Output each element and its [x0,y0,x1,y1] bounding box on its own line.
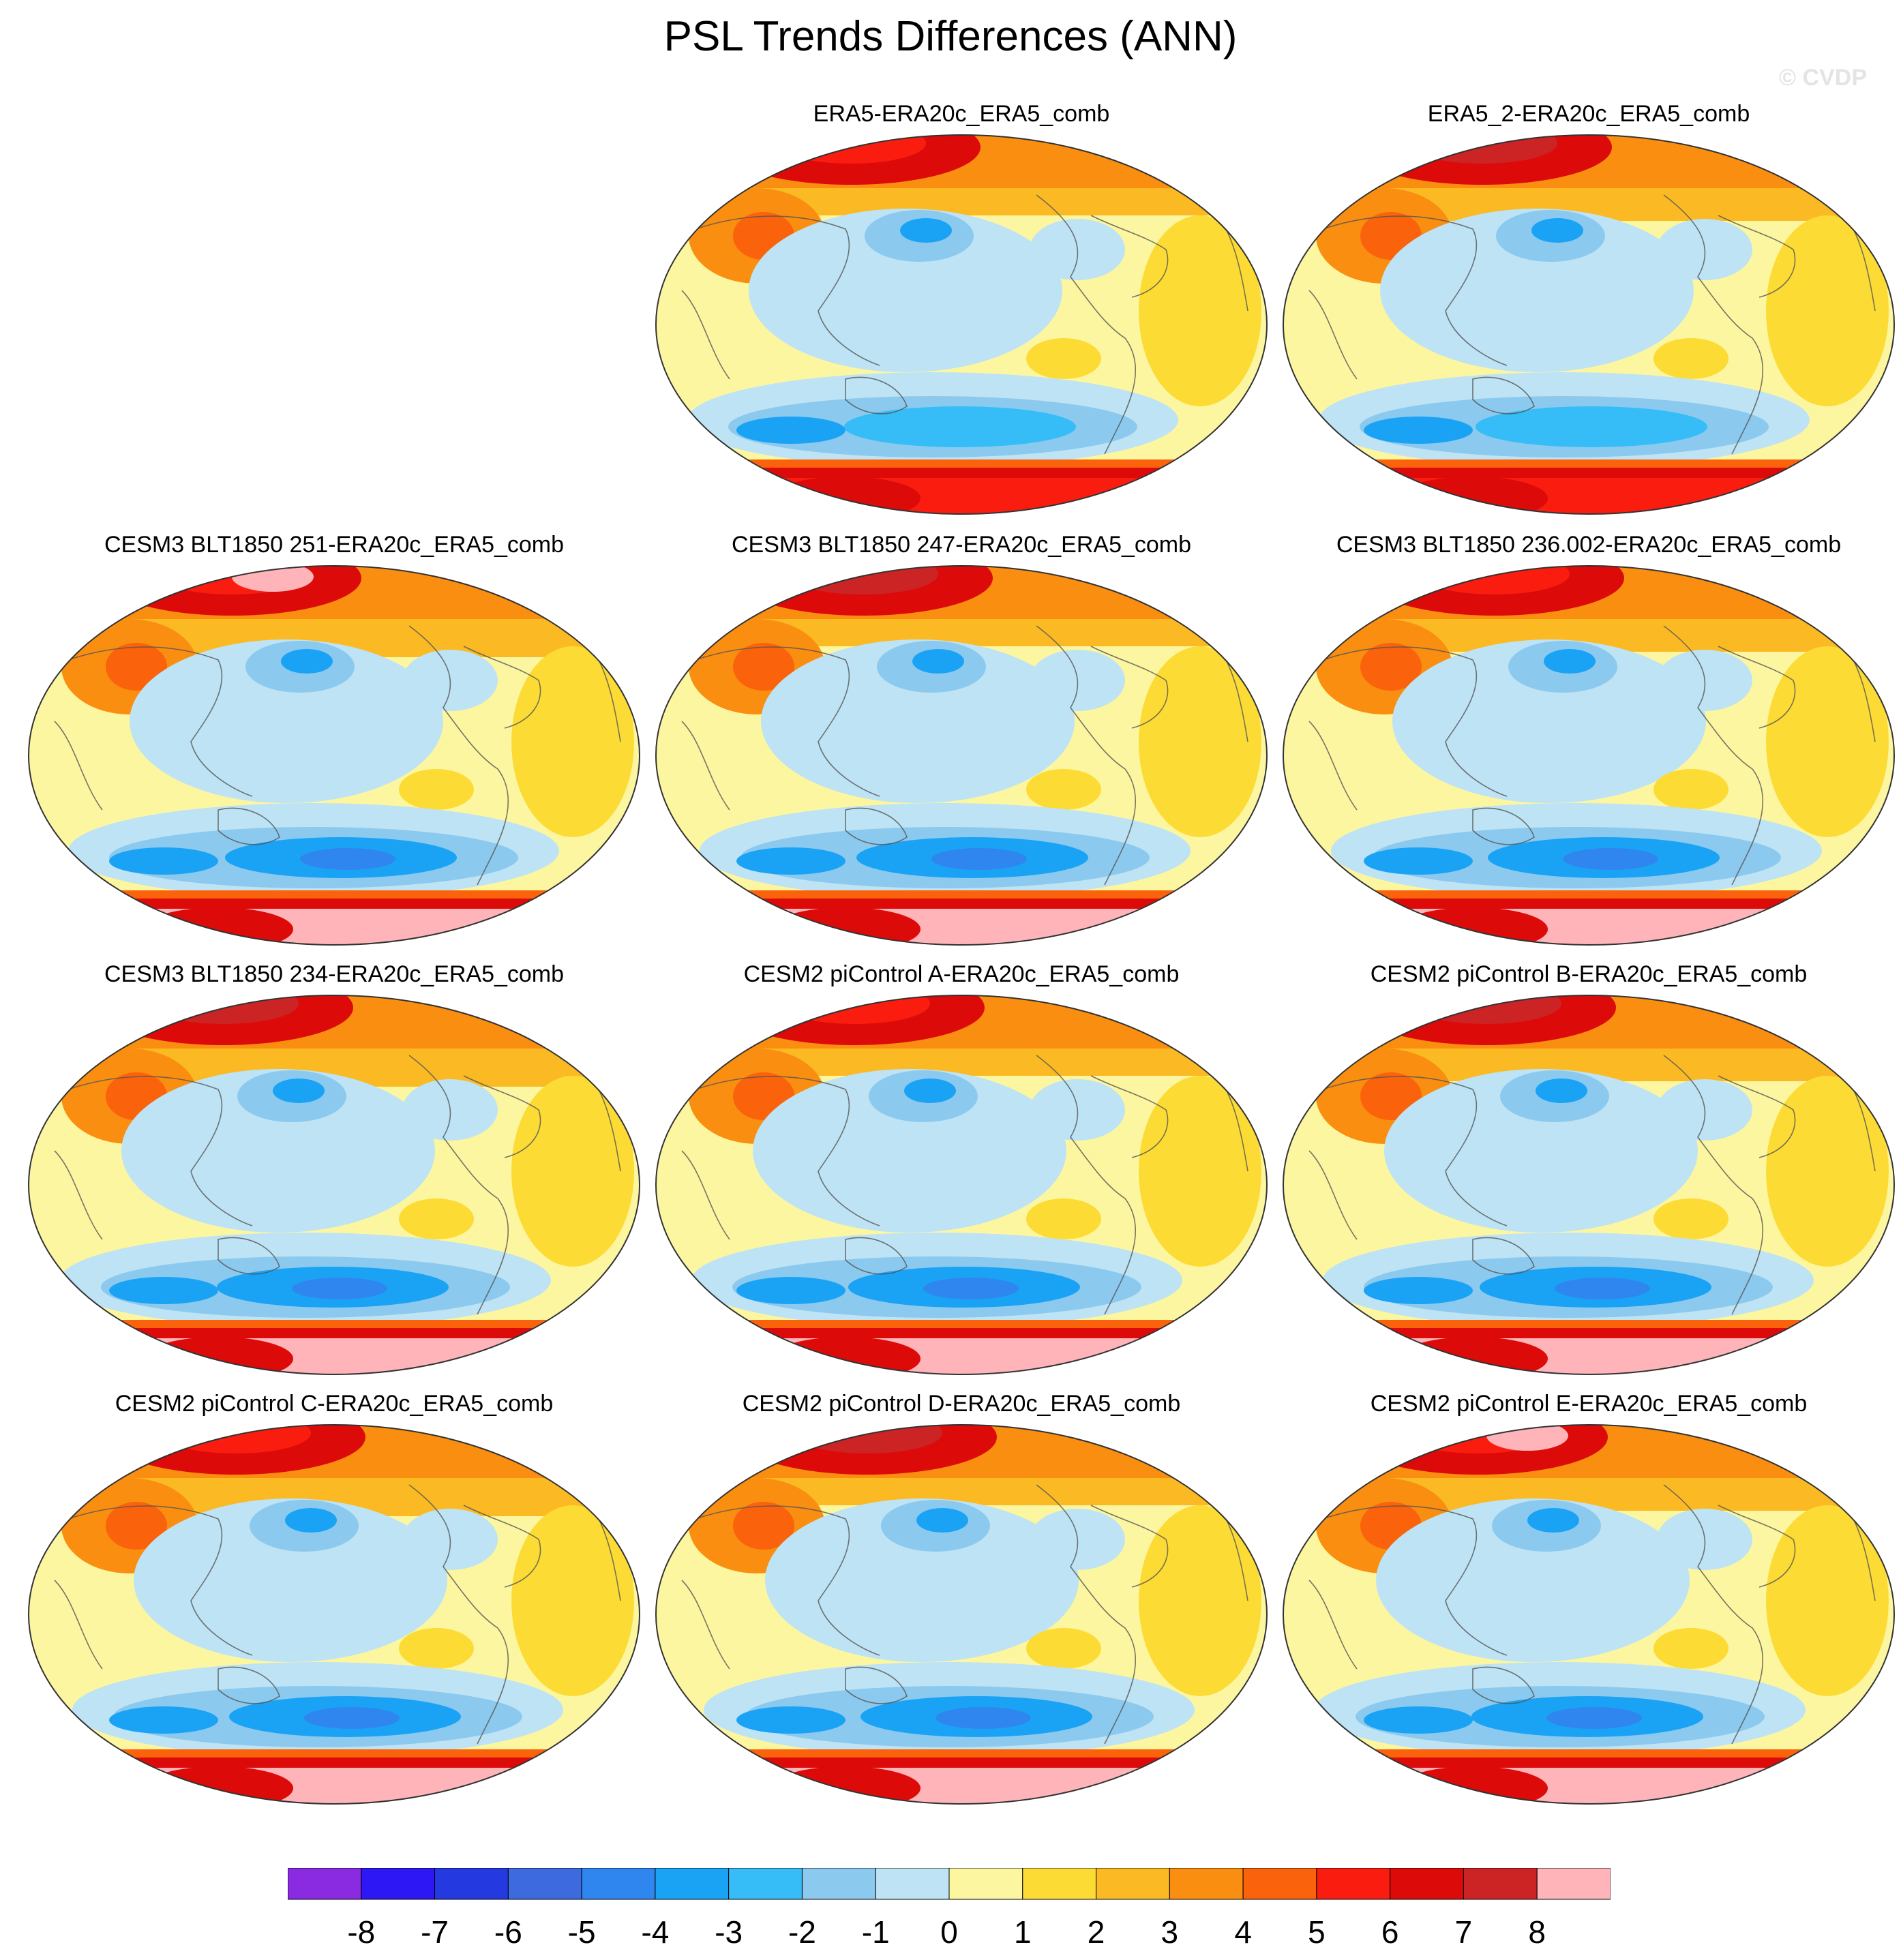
colorbar-label: -1 [862,1914,890,1950]
panel-title: ERA5_2-ERA20c_ERA5_comb [1427,101,1750,127]
panel-title: CESM2 piControl D-ERA20c_ERA5_comb [742,1391,1181,1417]
colorbar-label: 2 [1088,1914,1105,1950]
global-map [655,1424,1268,1805]
map-panel: CESM3 BLT1850 234-ERA20c_ERA5_comb [20,961,648,1391]
map-panel: CESM3 BLT1850 236.002-ERA20c_ERA5_comb [1275,532,1901,961]
coastlines [1308,1484,1876,1745]
colorbar-label: 0 [940,1914,958,1950]
coastlines [1308,194,1876,455]
colorbar-swatch [1242,1868,1317,1900]
global-map [28,995,640,1375]
coastlines [681,194,1248,455]
colorbar: -8 -7 -6 -5 -4 -3 -2 -1 0 1 2 3 4 5 6 7 8 [288,1868,1611,1950]
colorbar-swatch [1316,1868,1391,1900]
panel-title: CESM2 piControl A-ERA20c_ERA5_comb [743,961,1180,987]
panel-title: CESM2 piControl C-ERA20c_ERA5_comb [115,1391,554,1417]
panel-title: CESM3 BLT1850 251-ERA20c_ERA5_comb [104,532,565,558]
coastlines [681,1055,1248,1315]
panel-title: CESM2 piControl B-ERA20c_ERA5_comb [1370,961,1808,987]
map-panel: ERA5-ERA20c_ERA5_comb [648,101,1275,530]
psl-field [656,135,1267,514]
colorbar-swatch [1536,1868,1611,1900]
coastlines [681,625,1248,886]
map-panel: CESM2 piControl C-ERA20c_ERA5_comb [20,1391,648,1820]
colorbar-label: -3 [715,1914,743,1950]
map-panel: CESM2 piControl B-ERA20c_ERA5_comb [1275,961,1901,1391]
colorbar-label: -5 [568,1914,596,1950]
colorbar-label: 5 [1308,1914,1326,1950]
coastlines [1308,1055,1876,1315]
colorbar-label: 7 [1455,1914,1473,1950]
panel-title: CESM3 BLT1850 236.002-ERA20c_ERA5_comb [1336,532,1842,558]
colorbar-label: -2 [788,1914,816,1950]
psl-field [1283,1425,1894,1804]
coastlines [54,625,621,886]
colorbar-label: 1 [1014,1914,1032,1950]
colorbar-swatch [288,1868,362,1900]
colorbar-swatch [1096,1868,1170,1900]
colorbar-swatch [801,1868,876,1900]
colorbar-label: 6 [1381,1914,1399,1950]
figure-title: PSL Trends Differences (ANN) [663,13,1238,60]
global-map [28,1424,640,1805]
map-panel: CESM2 piControl E-ERA20c_ERA5_comb [1275,1391,1901,1820]
map-panel: CESM3 BLT1850 251-ERA20c_ERA5_comb [20,532,648,961]
global-map [1283,565,1895,946]
map-panel: CESM3 BLT1850 247-ERA20c_ERA5_comb [648,532,1275,961]
panel-title: CESM3 BLT1850 247-ERA20c_ERA5_comb [731,532,1192,558]
colorbar-swatch [728,1868,803,1900]
colorbar-swatch [1390,1868,1464,1900]
colorbar-label: -7 [421,1914,449,1950]
colorbar-label: -8 [347,1914,375,1950]
map-panel: CESM2 piControl D-ERA20c_ERA5_comb [648,1391,1275,1820]
colorbar-swatch [507,1868,582,1900]
psl-field [656,995,1267,1374]
psl-field [656,1425,1267,1804]
panel-title: CESM2 piControl E-ERA20c_ERA5_comb [1370,1391,1808,1417]
colorbar-label: 3 [1161,1914,1179,1950]
psl-field [29,566,640,945]
map-panel: CESM2 piControl A-ERA20c_ERA5_comb [648,961,1275,1391]
psl-field [29,1425,640,1804]
global-map [655,995,1268,1375]
colorbar-swatch [1022,1868,1097,1900]
panel-title: CESM3 BLT1850 234-ERA20c_ERA5_comb [104,961,565,987]
colorbar-swatch [875,1868,950,1900]
colorbar-swatch [655,1868,730,1900]
colorbar-swatch [948,1868,1023,1900]
colorbar-swatch [1463,1868,1538,1900]
psl-field [29,995,640,1374]
global-map [1283,134,1895,515]
watermark: © CVDP [1779,65,1867,91]
map-panel: ERA5_2-ERA20c_ERA5_comb [1275,101,1901,530]
colorbar-label: -4 [641,1914,669,1950]
psl-field [1283,135,1894,514]
colorbar-label: 8 [1528,1914,1546,1950]
colorbar-swatch [434,1868,509,1900]
global-map [1283,995,1895,1375]
global-map [1283,1424,1895,1805]
colorbar-label: -6 [494,1914,522,1950]
global-map [655,134,1268,515]
psl-field [1283,995,1894,1374]
colorbar-swatch [581,1868,656,1900]
colorbar-label: 4 [1234,1914,1252,1950]
colorbar-swatch [361,1868,436,1900]
global-map [655,565,1268,946]
colorbar-swatch [1169,1868,1244,1900]
psl-field [1283,566,1894,945]
global-map [28,565,640,946]
panel-title: ERA5-ERA20c_ERA5_comb [813,101,1110,127]
psl-field [656,566,1267,945]
